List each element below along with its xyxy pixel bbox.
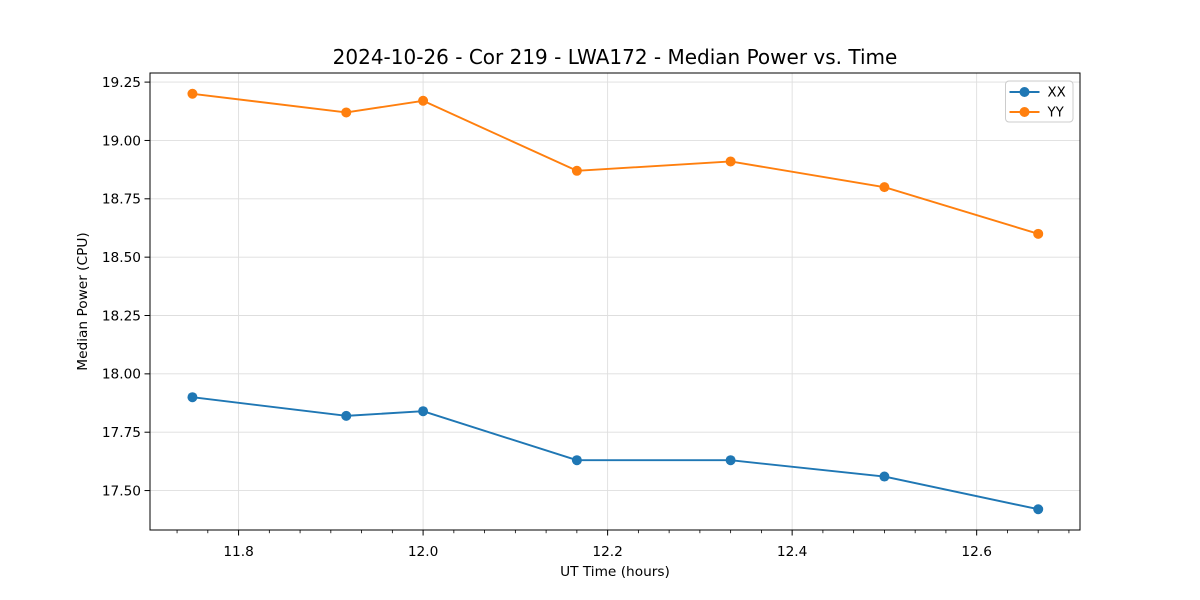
y-tick-label: 19.00 (102, 133, 141, 149)
y-tick-label: 17.75 (102, 425, 141, 441)
series-xx-marker (341, 410, 352, 421)
x-tick-label: 12.2 (592, 544, 622, 560)
legend-label-xx: XX (1048, 86, 1066, 101)
y-axis-label: Median Power (CPU) (75, 232, 91, 370)
x-tick-label: 12.4 (777, 544, 807, 560)
series-layer (187, 88, 1044, 515)
x-tick-label: 11.8 (223, 544, 253, 560)
series-yy-marker (571, 165, 582, 176)
series-yy-marker (1033, 228, 1044, 239)
series-yy-marker (341, 107, 352, 118)
series-yy-line (191, 92, 1040, 235)
legend-sample-marker (1019, 87, 1030, 97)
legend-sample-marker (1019, 107, 1030, 117)
series-yy-marker (187, 88, 198, 99)
series-yy-marker (418, 95, 429, 106)
series-xx-marker (571, 455, 582, 466)
y-tick-label: 17.50 (102, 483, 141, 499)
x-axis-label: UT Time (hours) (560, 564, 670, 580)
grid-layer (150, 73, 1080, 530)
x-tick-label: 12.6 (961, 544, 991, 560)
series-xx-marker (879, 471, 890, 482)
series-yy-marker (879, 182, 890, 193)
x-tick-label: 12.0 (408, 544, 438, 560)
legend-label-yy: YY (1047, 106, 1065, 121)
y-tick-label: 19.25 (102, 75, 141, 91)
series-yy-marker (725, 156, 736, 167)
y-tick-label: 18.75 (102, 192, 141, 208)
series-xx-marker (725, 455, 736, 466)
y-tick-label: 18.50 (102, 250, 141, 266)
tick-layer: 11.8 12.0 12.2 12.4 12.6 17.50 17.75 18.00 18.25… (102, 75, 1070, 560)
y-tick-label: 18.00 (102, 367, 141, 383)
series-xx-marker (1033, 504, 1044, 515)
series-xx-line (191, 396, 1040, 511)
series-xx-marker (187, 392, 198, 403)
y-tick-label: 18.25 (102, 308, 141, 324)
series-xx-marker (418, 406, 429, 417)
chart-title: 2024-10-26 - Cor 219 - LWA172 - Median P… (333, 45, 898, 69)
plot-area-border (149, 72, 1081, 531)
legend: XX YY (1005, 80, 1074, 123)
